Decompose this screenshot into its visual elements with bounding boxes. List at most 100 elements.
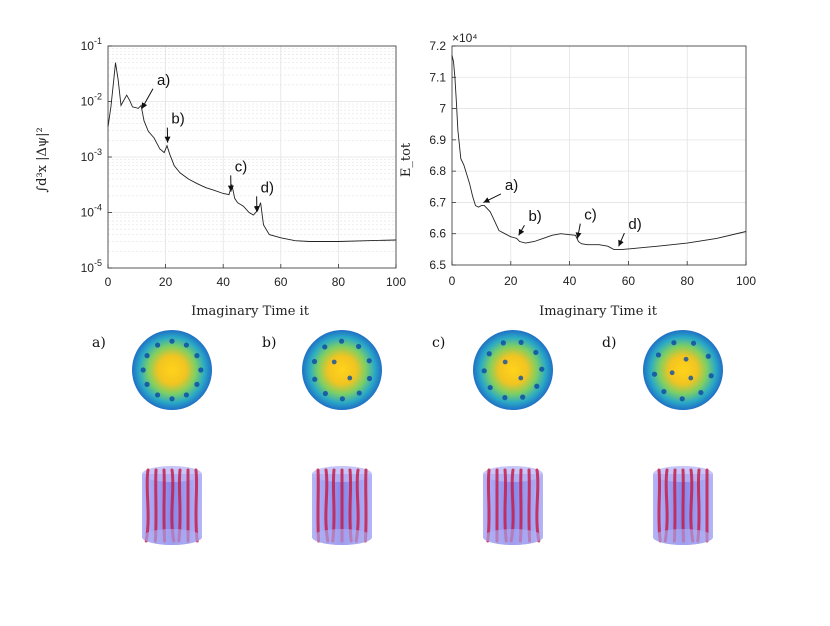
annotation-label: a) [157, 72, 170, 89]
vortex-core [155, 392, 161, 398]
vortex-line [486, 468, 491, 543]
x-tick-label: 60 [274, 275, 288, 289]
density-disk [473, 330, 553, 410]
left-y-axis-label: ∫d³x |Δψ|² [35, 127, 50, 192]
vortex-core [331, 359, 337, 365]
y-tick-label: 10-5 [81, 258, 102, 275]
left-x-axis-label: Imaginary Time it [191, 304, 310, 319]
y-tick-label: 7 [439, 102, 446, 116]
vortex-line [194, 468, 199, 543]
x-tick-label: 80 [681, 274, 695, 288]
vortex-line [535, 468, 541, 543]
annotation-label: c) [235, 158, 248, 175]
vortex-cylinder [653, 466, 713, 545]
y-tick-label: 6.7 [429, 195, 446, 209]
cylinder-bottom [483, 529, 543, 545]
vortex-core [198, 367, 204, 373]
right-multiplier: ×10⁴ [452, 31, 478, 45]
panel-label: b) [262, 335, 276, 351]
cylinder-bottom [142, 529, 202, 545]
vortex-core [183, 392, 189, 398]
vortex-core [481, 368, 487, 374]
y-tick-label: 6.9 [429, 133, 446, 147]
annotation-label: b) [528, 208, 541, 225]
vortex-cylinder [312, 466, 372, 545]
y-tick-label: 7.2 [429, 39, 446, 53]
vortex-core [688, 375, 694, 381]
right-plot-frame [451, 45, 747, 266]
vortex-core [347, 375, 353, 381]
annotation-arrow [483, 193, 502, 204]
vortex-line [657, 468, 662, 543]
x-tick-label: 20 [504, 274, 518, 288]
annotation-arrow [141, 88, 154, 110]
error-norm-line [107, 62, 397, 242]
snapshot-panel: a) [92, 330, 212, 410]
vortex-core [339, 396, 346, 402]
vortex-core [705, 353, 711, 359]
snapshot-panel: b) [262, 330, 382, 410]
vortex-core [487, 384, 493, 391]
vortex-core [311, 358, 318, 365]
vortex-core [366, 375, 373, 382]
vortex-core [708, 373, 714, 379]
annotation-arrow [618, 232, 625, 247]
vortex-core [502, 359, 508, 365]
y-tick-label: 7.1 [429, 70, 446, 84]
snapshot-panel: d) [602, 330, 723, 410]
vortex-line [316, 468, 321, 543]
vortex-core [690, 340, 697, 346]
y-tick-label: 10-1 [81, 36, 102, 53]
vortex-core [169, 338, 175, 344]
cylinder-bottom [653, 529, 713, 545]
x-tick-label: 20 [159, 275, 173, 289]
vortex-core [518, 375, 524, 381]
vortex-core [140, 367, 146, 373]
y-tick-label: 10-3 [81, 147, 102, 164]
annotation-label: a) [505, 177, 518, 194]
vortex-core [312, 376, 318, 382]
vortex-core [651, 371, 658, 377]
vortex-core [661, 388, 667, 395]
vortex-core [356, 390, 362, 396]
x-tick-label: 100 [386, 275, 406, 289]
panel-label: c) [432, 335, 445, 351]
y-tick-label: 10-2 [81, 92, 102, 109]
right-y-axis-label: E_tot [399, 142, 414, 177]
vortex-core [322, 390, 329, 397]
y-tick-label: 6.8 [429, 164, 446, 178]
vortex-core [194, 353, 200, 359]
vortex-core [518, 339, 524, 345]
vortex-core [194, 381, 200, 387]
vortex-core [655, 352, 662, 358]
vortex-core [338, 338, 345, 344]
vortex-core [169, 396, 175, 402]
snapshot-panels: a) b) c) d) [92, 330, 723, 545]
x-tick-label: 0 [105, 275, 112, 289]
panel-label: a) [92, 335, 106, 351]
vortex-core [322, 344, 328, 350]
y-tick-label: 6.6 [429, 227, 446, 241]
vortex-core [533, 349, 539, 356]
vortex-line [363, 468, 368, 543]
vortex-core [502, 395, 508, 401]
vortex-core [520, 394, 526, 400]
x-tick-label: 0 [449, 274, 456, 288]
vortex-core [486, 351, 492, 357]
vortex-cylinder [142, 466, 202, 545]
vortex-core [355, 343, 362, 350]
y-tick-label: 10-4 [81, 203, 102, 220]
vortex-core [183, 342, 189, 348]
cylinder-bottom [312, 529, 372, 545]
vortex-core [683, 356, 689, 362]
vortex-core [500, 340, 506, 346]
vortex-core [679, 396, 685, 402]
x-tick-label: 40 [563, 274, 577, 288]
vortex-core [698, 389, 704, 396]
density-disk [302, 330, 382, 410]
right-x-axis-label: Imaginary Time it [539, 304, 658, 319]
y-tick-label: 6.5 [429, 258, 446, 272]
vortex-core [669, 370, 675, 376]
vortex-core [366, 358, 372, 364]
